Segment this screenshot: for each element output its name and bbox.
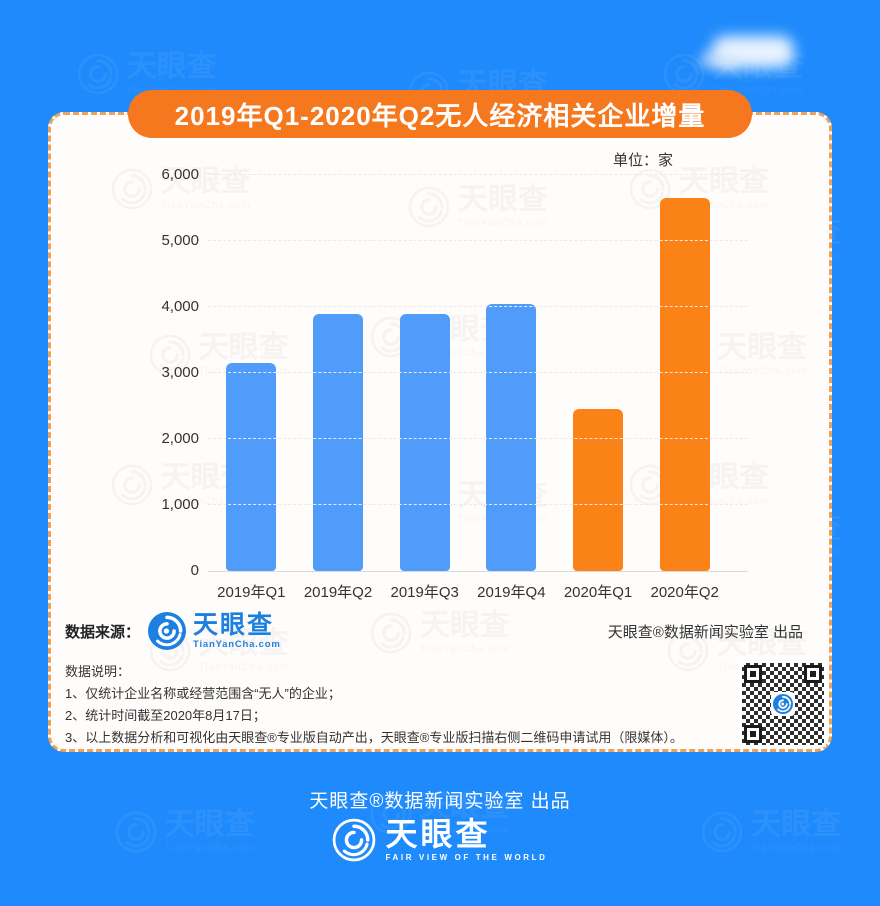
bar-slot [641,175,728,571]
bar-slot [468,175,555,571]
qr-center-logo [771,692,795,716]
bar-2019年Q4 [486,303,537,571]
logo-name: 天眼查 [193,610,275,639]
bars-row [208,175,728,571]
title-banner: 2019年Q1-2020年Q2无人经济相关企业增量 [128,90,752,138]
gridline [208,174,748,175]
source-row: 数据来源： 天眼查 TianYanCha.com 天眼查®数据新闻实验室 出品 [65,609,803,653]
y-tick-label: 3,000 [161,364,199,381]
gridline [208,372,748,373]
source-label: 数据来源： [65,623,141,641]
bar-slot [295,175,382,571]
bar-2020年Q2 [659,198,710,571]
bar-slot [381,175,468,571]
page-title: 2019年Q1-2020年Q2无人经济相关企业增量 [174,100,706,131]
logo-url: TianYanCha.com [193,638,281,650]
footer-tagline: FAIR VIEW OF THE WORLD [385,853,548,862]
notes-title: 数据说明： [65,664,131,679]
gridline [208,240,748,241]
blurred-watermark-smudge-small [700,52,740,68]
x-tick-label: 2019年Q2 [303,584,373,601]
y-axis: 0 1,000 2,000 3,000 4,000 5,000 6,000 [51,166,199,579]
gridline [208,438,748,440]
bar-2020年Q1 [573,409,624,571]
bar-2019年Q1 [226,363,277,571]
footer-logo-name: 天眼查 [385,816,491,852]
bar-slot [555,175,642,571]
x-axis: 2019年Q1 2019年Q2 2019年Q3 2019年Q4 2020年Q1 2020年… [208,581,728,602]
y-tick-label: 6,000 [161,166,199,183]
footer-credit: 天眼查®数据新闻实验室 出品 [309,791,571,812]
tianyancha-logo: 天眼查 TianYanCha.com [148,612,281,650]
bar-2019年Q2 [313,313,363,571]
note-line-3: 3、以上数据分析和可视化由天眼查®专业版自动产出，天眼查®专业版扫描右侧二维码申… [65,730,683,745]
bar-slot [208,175,295,571]
tianyancha-swirl-icon [148,612,186,650]
lab-credit: 天眼查®数据新闻实验室 出品 [607,623,803,641]
x-tick-label: 2019年Q4 [477,584,546,601]
note-line-1: 1、仅统计企业名称或经营范围含“无人”的企业； [65,686,341,701]
y-tick-label: 4,000 [161,298,199,316]
page: { "banner": { "title": "2019年Q1-2020年Q2无… [0,36,880,862]
y-tick-label: 5,000 [161,232,199,249]
qr-finder-icon [744,725,762,743]
gridline [208,306,748,308]
tianyancha-logo-text: 天眼查 TianYanCha.com [193,610,281,650]
data-notes: 数据说明： 1、仅统计企业名称或经营范围含“无人”的企业； 2、统计时间截至20… [65,661,709,749]
gridline [208,504,748,506]
footer-logo: 天眼查 FAIR VIEW OF THE WORLD [0,818,880,862]
y-tick-label: 0 [190,562,199,579]
y-tick-label: 1,000 [161,496,199,514]
qr-finder-icon [744,665,762,683]
x-tick-label: 2020年Q1 [563,584,633,601]
qr-finder-icon [804,665,822,683]
unit-label: 单位：家 [613,152,674,169]
infographic-card: 天眼查 TianYanCha.com 天眼查 TianYanCha.com 天眼查 Tia… [48,112,832,752]
qr-code [740,661,826,747]
x-tick-label: 2020年Q2 [650,584,719,601]
tianyancha-swirl-icon [773,694,793,714]
y-tick-label: 2,000 [161,430,199,448]
x-tick-label: 2019年Q1 [217,584,286,601]
bar-2019年Q3 [399,313,450,571]
x-tick-label: 2019年Q3 [390,584,459,601]
note-line-2: 2、统计时间截至2020年8月17日； [65,708,266,723]
footer-logo-text: 天眼查 FAIR VIEW OF THE WORLD [385,818,547,862]
plot-area [208,174,748,572]
tianyancha-swirl-icon-white [332,818,376,862]
